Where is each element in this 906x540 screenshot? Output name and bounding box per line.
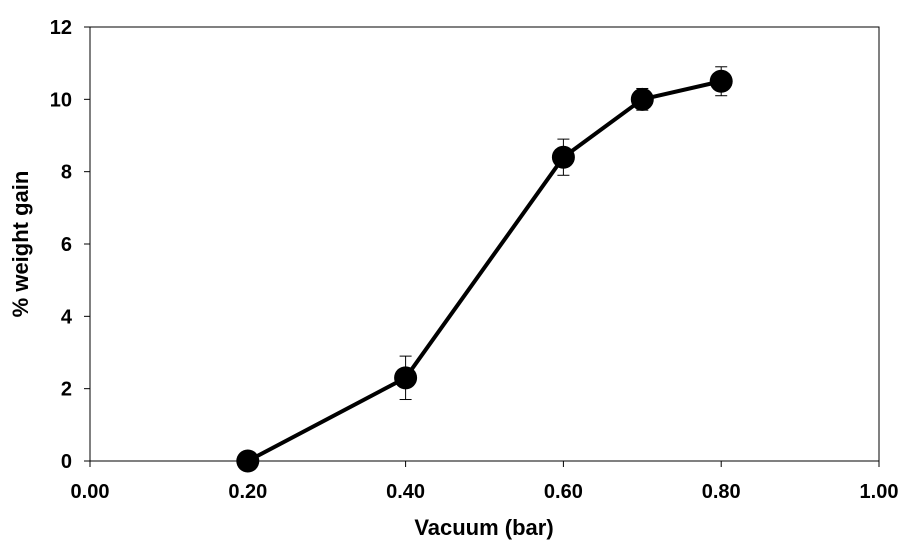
x-tick-label: 0.40 xyxy=(386,481,425,503)
data-point xyxy=(394,366,418,390)
y-tick-label: 0 xyxy=(61,451,72,473)
x-axis-ticks: 0.00 0.20 0.40 0.60 0.80 1.00 xyxy=(71,461,899,503)
series-line xyxy=(246,79,722,463)
data-point xyxy=(236,449,260,473)
y-tick-label: 8 xyxy=(61,162,72,184)
y-tick-label: 10 xyxy=(50,89,72,111)
y-tick-label: 2 xyxy=(61,379,72,401)
x-tick-label: 0.80 xyxy=(702,481,741,503)
y-axis-title: % weight gain xyxy=(8,171,33,318)
data-point xyxy=(551,145,575,169)
plot-frame xyxy=(89,26,880,462)
series-layer xyxy=(236,66,733,473)
x-tick-label: 0.60 xyxy=(544,481,583,503)
y-axis-ticks: 0 2 4 6 8 10 12 xyxy=(50,17,90,473)
x-tick-label: 0.00 xyxy=(71,481,110,503)
y-tick-label: 4 xyxy=(61,306,73,328)
x-tick-label: 0.20 xyxy=(228,481,267,503)
data-point xyxy=(630,87,654,111)
x-axis-title: Vacuum (bar) xyxy=(414,515,553,540)
x-tick-label: 1.00 xyxy=(860,481,899,503)
y-tick-label: 12 xyxy=(50,17,72,39)
data-point xyxy=(709,69,733,93)
y-tick-label: 6 xyxy=(61,234,72,256)
